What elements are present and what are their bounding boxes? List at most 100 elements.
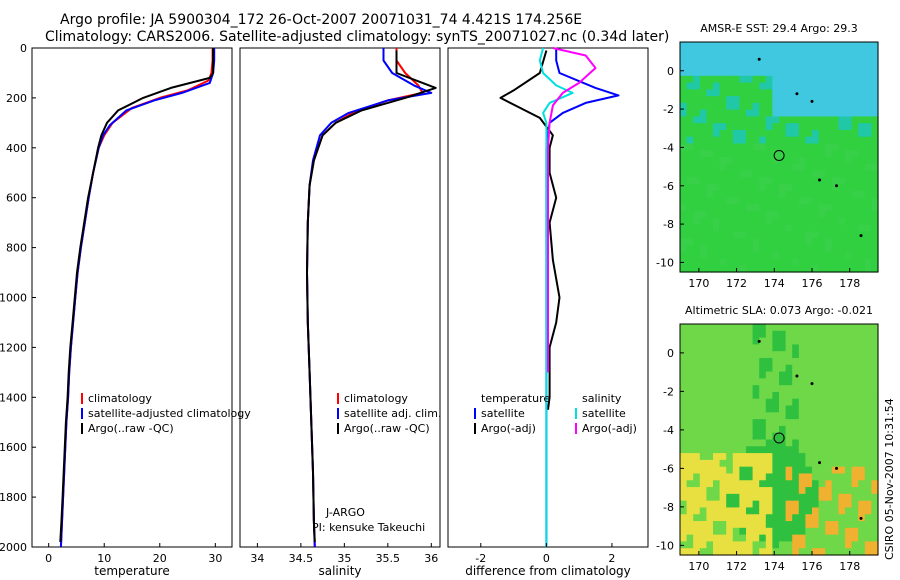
sla-cell: [864, 425, 872, 434]
sla-cell: [726, 534, 734, 543]
sla-cell: [680, 473, 688, 481]
sst-cell: [772, 163, 780, 172]
sla-cell: [831, 487, 839, 495]
sla-cell: [765, 425, 773, 434]
sst-cell: [812, 190, 820, 199]
sst-cell: [798, 244, 806, 253]
sla-cell: [779, 337, 787, 345]
sst-cell: [765, 211, 773, 219]
sst-cell: [805, 184, 813, 192]
sla-cell: [812, 527, 820, 536]
sla-cell: [831, 364, 839, 373]
sla-cell: [739, 466, 747, 475]
sst-cell: [706, 48, 714, 57]
sst-cell: [719, 258, 727, 266]
sla-cell: [812, 534, 820, 543]
sst-cell: [871, 163, 879, 172]
sla-cell: [752, 473, 760, 481]
sst-cell: [871, 55, 879, 63]
sst-cell: [686, 177, 694, 185]
sst-cell: [871, 217, 879, 226]
sst-cell: [726, 75, 734, 84]
sst-cell: [858, 143, 866, 151]
sla-cell: [726, 480, 734, 488]
sst-cell: [680, 177, 688, 185]
sla-cell: [871, 507, 879, 515]
sla-cell: [706, 541, 714, 549]
sla-cell: [686, 493, 694, 502]
sst-cell: [759, 231, 767, 239]
sst-cell: [772, 89, 780, 97]
sla-cell: [752, 398, 760, 407]
sst-cell: [798, 157, 806, 165]
sst-cell: [772, 177, 780, 185]
sst-cell: [759, 238, 767, 246]
sla-cell: [746, 527, 754, 536]
sst-cell: [838, 89, 846, 97]
sst-cell: [818, 96, 826, 104]
sst-cell: [871, 265, 879, 273]
sst-cell: [838, 177, 846, 185]
sst-cell: [792, 224, 800, 233]
sla-cell: [713, 500, 721, 509]
sst-cell: [726, 204, 734, 212]
sla-cell: [792, 514, 800, 522]
sla-cell: [746, 439, 754, 447]
sla-cell: [871, 453, 879, 461]
sla-cell: [752, 446, 760, 454]
sst-cell: [680, 238, 688, 246]
sst-cell: [825, 150, 833, 158]
sst-cell: [772, 217, 780, 226]
sla-cell: [825, 371, 833, 379]
sla-cell: [772, 364, 780, 373]
sla-cell: [680, 398, 688, 407]
sla-cell: [713, 493, 721, 502]
sst-cell: [838, 251, 846, 260]
sla-cell: [845, 398, 853, 407]
sla-cell: [792, 412, 800, 420]
sla-cell: [772, 473, 780, 481]
sla-cell: [719, 330, 727, 339]
sla-cell: [699, 337, 707, 345]
sst-cell: [752, 244, 760, 253]
diff-xtick-label: -2: [475, 552, 486, 565]
sst-cell: [805, 62, 813, 70]
sla-cell: [798, 480, 806, 488]
sst-cell: [818, 163, 826, 172]
sla-cell: [713, 487, 721, 495]
temp-ytick-label: 600: [6, 192, 27, 205]
sst-cell: [752, 251, 760, 260]
sla-cell: [739, 480, 747, 488]
sla-cell: [765, 398, 773, 407]
sla-cell: [818, 500, 826, 509]
sla-cell: [732, 500, 740, 509]
sla-cell: [858, 453, 866, 461]
sla-cell: [686, 398, 694, 407]
sst-cell: [838, 204, 846, 212]
sst-cell: [765, 55, 773, 63]
sla-cell: [831, 541, 839, 549]
sla-cell: [825, 398, 833, 407]
sst-cell: [851, 224, 859, 233]
sla-cell: [825, 466, 833, 475]
sst-cell: [864, 157, 872, 165]
sla-cell: [805, 548, 813, 556]
sst-cell: [858, 217, 866, 226]
sla-cell: [858, 459, 866, 468]
sst-cell: [732, 129, 740, 138]
sla-cell: [825, 493, 833, 502]
sst-cell: [812, 231, 820, 239]
sst-cell: [864, 177, 872, 185]
sla-cell: [812, 493, 820, 502]
sst-cell: [706, 136, 714, 145]
sst-cell: [864, 75, 872, 84]
sst-cell: [825, 48, 833, 57]
sla-cell: [838, 419, 846, 427]
sla-cell: [739, 487, 747, 495]
sst-cell: [805, 82, 813, 90]
sst-cell: [752, 102, 760, 111]
sst-cell: [680, 42, 688, 50]
sla-cell: [713, 398, 721, 407]
sla-cell: [699, 385, 707, 393]
sla-cell: [851, 446, 859, 454]
